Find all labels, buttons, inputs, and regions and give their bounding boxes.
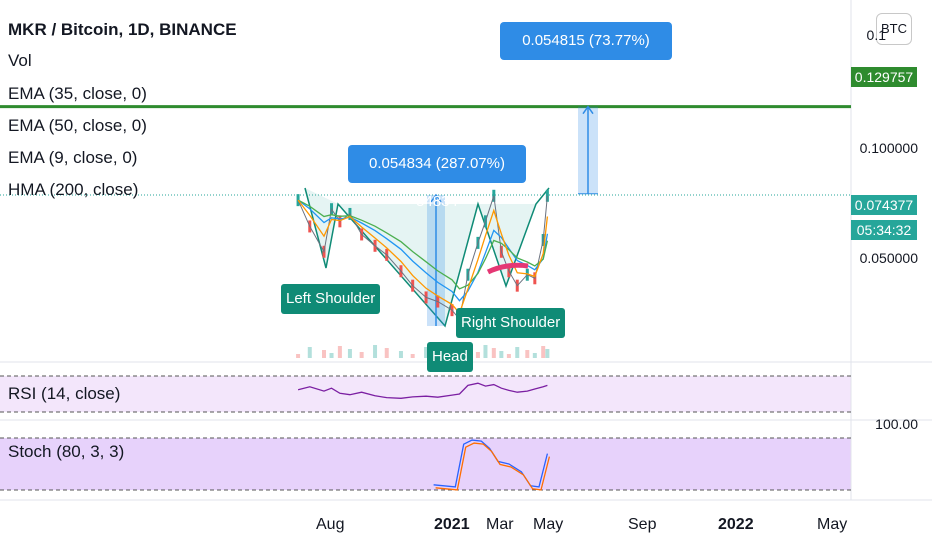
scale-tick-0100: 0.100000	[859, 140, 918, 156]
volume-bar	[491, 348, 496, 358]
indicator-ema50: EMA (50, close, 0)	[8, 116, 147, 135]
volume-bar	[410, 354, 415, 358]
x-label-2022: 2022	[718, 516, 754, 533]
scale-tick-0050: 0.050000	[859, 250, 918, 266]
volume-bar	[541, 346, 546, 358]
left-shoulder-label[interactable]: Left Shoulder	[281, 284, 381, 314]
rsi-pane-label: RSI (14, close)	[8, 384, 121, 403]
measure-label-target[interactable]: 0.054815 (73.77%) 54815	[500, 22, 672, 87]
indicator-vol: Vol	[8, 51, 32, 70]
x-label-mar: Mar	[486, 516, 514, 533]
countdown-tag: 05:34:32	[851, 220, 917, 240]
volume-bar	[296, 354, 301, 358]
volume-bar	[337, 346, 342, 358]
ema-50-line	[297, 199, 549, 290]
volume-bar	[483, 345, 488, 358]
indicator-ema35: EMA (35, close, 0)	[8, 84, 147, 103]
volume-bar	[347, 349, 352, 358]
volume-bar	[373, 345, 378, 358]
volume-bar	[329, 353, 334, 358]
rsi-pane-band	[0, 376, 851, 412]
stoch-pane-band	[0, 438, 851, 490]
volume-bar	[499, 351, 504, 358]
hma-200-line	[486, 262, 529, 275]
currency-badge[interactable]: BTC	[876, 13, 912, 45]
rsi-line	[297, 382, 548, 399]
stoch-d-line	[435, 442, 551, 491]
volume-bar	[384, 348, 389, 358]
right-shoulder-label[interactable]: Right Shoulder	[456, 308, 566, 338]
target-price-tag: 0.129757	[851, 67, 917, 87]
volume-bar	[424, 347, 429, 358]
x-label-may: May	[533, 516, 564, 533]
volume-bar	[398, 351, 403, 358]
volume-bar	[322, 350, 326, 358]
measure-arrowhead-target	[582, 105, 594, 115]
measure-arrowhead-head	[430, 193, 442, 203]
ema-35-line	[297, 199, 549, 302]
x-label-may-2022: May	[817, 516, 848, 533]
measure-label-head[interactable]: 0.054834 (287.07%) 54834	[348, 145, 526, 210]
volume-bar	[506, 354, 511, 358]
x-label-2021: 2021	[434, 516, 470, 533]
pattern-outline	[304, 187, 550, 328]
indicator-hma200: HMA (200, close)	[8, 180, 139, 199]
indicator-ema9: EMA (9, close, 0)	[8, 148, 138, 167]
ema-9-line	[297, 199, 549, 315]
scale-tick-top: 0.1	[866, 27, 886, 43]
current-price-tag: 0.074377	[851, 195, 917, 215]
volume-bar	[359, 352, 364, 358]
volume-bar	[475, 352, 480, 358]
volume-bar	[307, 347, 312, 358]
volume-bar	[545, 349, 550, 358]
volume-bar	[532, 353, 537, 358]
x-label-sep: Sep	[628, 516, 657, 533]
volume-bar	[515, 347, 520, 358]
chart-title: MKR / Bitcoin, 1D, BINANCE	[8, 20, 237, 39]
x-label-aug: Aug	[316, 516, 345, 533]
stoch-pane-label: Stoch (80, 3, 3)	[8, 442, 125, 461]
volume-bar	[525, 350, 530, 358]
head-label[interactable]: Head	[427, 342, 473, 372]
rsi-scale-label: 100.00	[875, 416, 918, 432]
